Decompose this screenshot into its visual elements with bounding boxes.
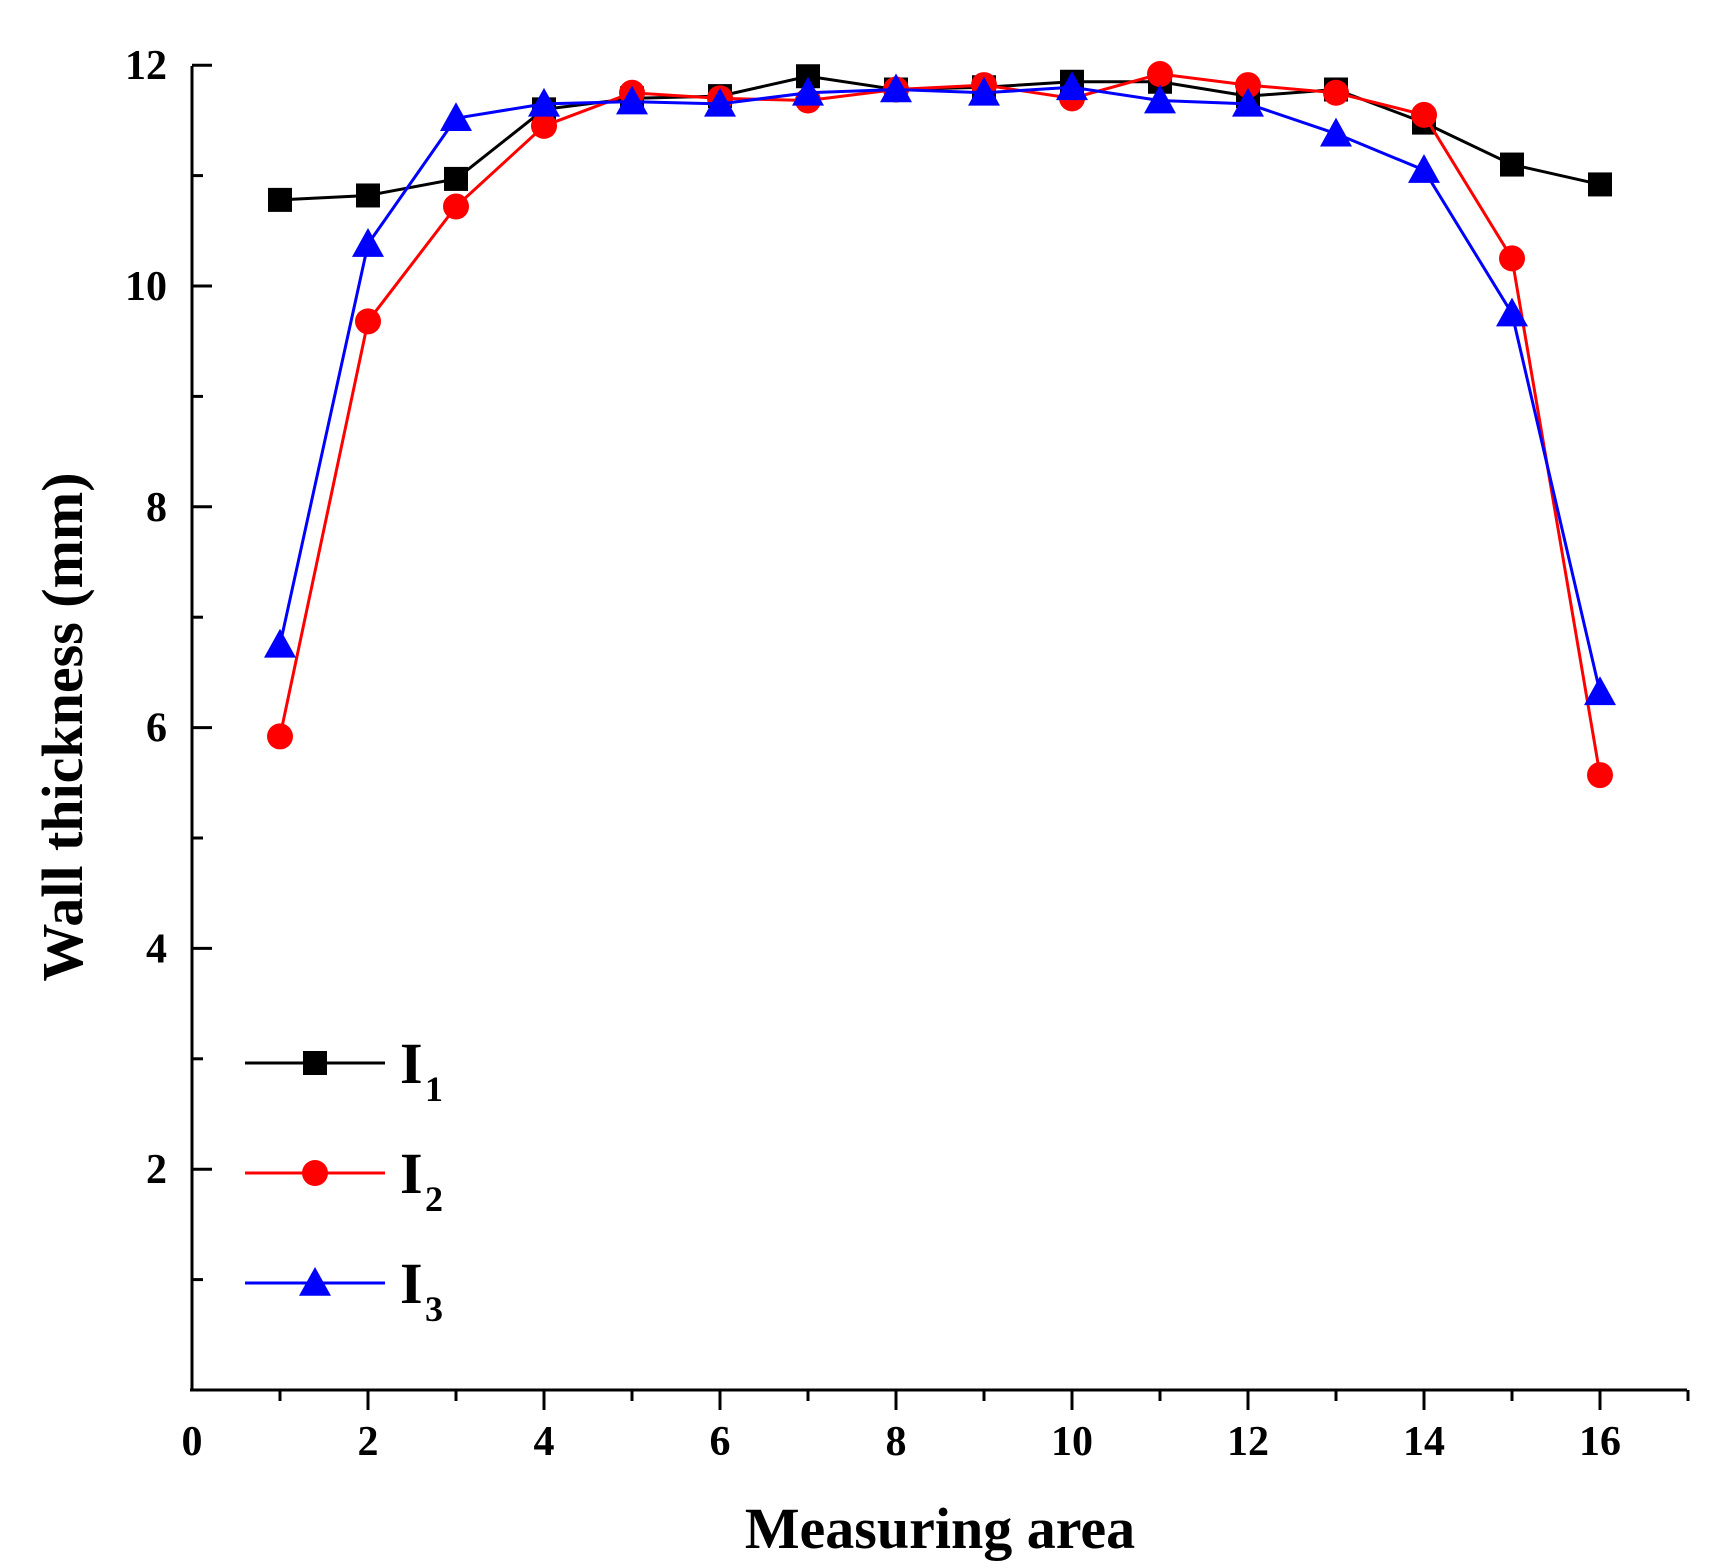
data-point (1235, 72, 1261, 99)
data-point (1056, 71, 1088, 101)
legend-marker (303, 1051, 327, 1075)
legend: I 1I 2I 3 (245, 1031, 443, 1329)
data-point (1588, 172, 1612, 197)
data-point (1408, 154, 1440, 183)
y-tick-label: 10 (125, 264, 167, 310)
data-point (444, 166, 468, 191)
data-point (1499, 245, 1525, 272)
x-tick-label: 2 (358, 1419, 379, 1465)
legend-marker (299, 1267, 331, 1296)
series-3 (264, 71, 1616, 706)
data-point (1587, 762, 1613, 789)
x-tick-label: 12 (1227, 1419, 1269, 1465)
y-tick-label: 8 (146, 485, 167, 531)
data-point (264, 628, 296, 658)
y-tick-label: 2 (146, 1147, 167, 1193)
x-tick-label: 8 (886, 1419, 907, 1465)
y-axis-title: Wall thickness (mm) (30, 472, 95, 981)
x-tick-label: 14 (1403, 1419, 1445, 1465)
x-tick-label: 6 (710, 1419, 731, 1465)
legend-label-subscript: 3 (425, 1289, 443, 1329)
data-point (443, 193, 469, 220)
series-line (279, 74, 1601, 202)
series-line (278, 85, 1602, 693)
data-point (352, 228, 384, 257)
data-point (531, 112, 557, 139)
data-point (616, 85, 648, 115)
data-point (356, 183, 380, 208)
x-tick-label: 0 (182, 1419, 203, 1465)
data-point (792, 76, 824, 106)
data-point (1144, 84, 1176, 114)
legend-marker (302, 1160, 328, 1186)
x-tick-label: 10 (1051, 1419, 1093, 1465)
data-point (880, 73, 912, 103)
data-point (1320, 117, 1352, 147)
x-axis-title: Measuring area (745, 1496, 1135, 1561)
data-point (440, 102, 472, 131)
series-layer (264, 61, 1616, 789)
legend-label: I (400, 1141, 423, 1206)
data-point (1496, 297, 1528, 327)
y-tick-label: 4 (146, 926, 167, 972)
data-point (528, 87, 560, 117)
data-point (268, 187, 292, 212)
x-tick-label: 16 (1579, 1419, 1621, 1465)
data-point (1147, 61, 1173, 88)
y-tick-label: 6 (146, 706, 167, 752)
x-tick-label: 4 (534, 1419, 555, 1465)
data-point (704, 87, 736, 117)
data-point (1500, 152, 1524, 177)
series-line (278, 72, 1602, 776)
data-point (267, 723, 293, 750)
y-tick-label: 12 (125, 43, 167, 89)
data-point (1584, 676, 1616, 706)
legend-label-subscript: 2 (425, 1179, 443, 1219)
x-ticks: 0 2 4 6 8 10 12 14 16 (182, 1390, 1690, 1465)
data-point (1411, 101, 1437, 128)
data-point (1232, 87, 1264, 117)
data-point (1323, 79, 1349, 106)
data-point (968, 76, 1000, 106)
legend-label: I (400, 1251, 423, 1316)
y-ticks: 2 4 6 8 10 12 (125, 43, 212, 1282)
data-point (355, 308, 381, 335)
legend-label-subscript: 1 (425, 1069, 443, 1109)
legend-label: I (400, 1031, 423, 1096)
